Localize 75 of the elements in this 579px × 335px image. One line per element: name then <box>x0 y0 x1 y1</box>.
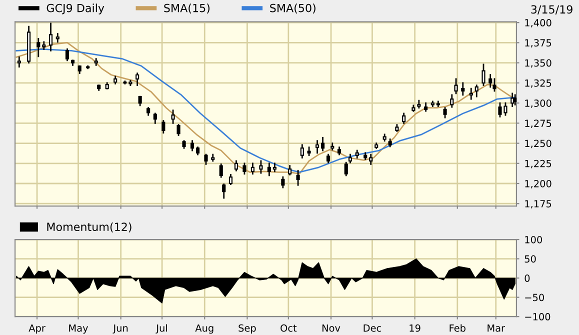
legend-label: SMA(50) <box>270 4 316 14</box>
candlestick <box>234 160 238 172</box>
y-tick-label: −100 <box>525 313 550 320</box>
candlestick <box>204 154 208 165</box>
candlestick <box>344 162 348 176</box>
y-tick-label: 1,225 <box>525 160 552 168</box>
candlestick <box>281 176 285 188</box>
x-tick-label: Dec <box>364 324 382 332</box>
candlestick <box>17 56 21 68</box>
candlestick <box>450 94 454 108</box>
candlestick <box>482 64 486 86</box>
candlestick <box>461 82 465 96</box>
candlestick <box>162 120 166 134</box>
y-tick-label: 1,300 <box>525 100 552 108</box>
x-tick-label: May <box>69 324 88 334</box>
y-tick-label: 0 <box>524 274 530 282</box>
y-tick-label: −50 <box>525 294 544 302</box>
text: 3/15/19 <box>531 5 572 14</box>
y-tick-label: 1,200 <box>525 180 552 188</box>
x-tick-label: Oct <box>280 324 297 332</box>
candlestick <box>56 33 60 43</box>
y-tick-label: 1,275 <box>525 120 552 128</box>
candlestick <box>443 107 447 118</box>
candlestick <box>228 174 233 185</box>
legend-label: SMA(15) <box>164 4 210 14</box>
legend-label: Momentum(12) <box>47 222 132 232</box>
candlestick <box>219 163 223 178</box>
candlestick <box>267 162 271 176</box>
x-tick-label: Mar <box>488 324 506 332</box>
y-tick-label: 1,325 <box>525 79 552 88</box>
x-tick-label: Apr <box>28 324 46 334</box>
x-tick-label: Sep <box>238 324 256 334</box>
candlestick <box>65 48 70 62</box>
x-tick-label: 19 <box>410 324 420 332</box>
x-tick-label: Aug <box>195 324 214 334</box>
y-tick-label: 100 <box>525 236 542 244</box>
candlestick <box>242 162 246 175</box>
candlestick <box>190 140 194 152</box>
candlestick <box>436 100 440 107</box>
y-tick-label: 1,375 <box>525 39 552 48</box>
candlestick <box>250 162 254 175</box>
candlestick <box>488 74 492 88</box>
x-tick-label: Jun <box>112 324 128 334</box>
candlestick <box>510 92 514 107</box>
candlestick <box>492 78 496 92</box>
candlestick <box>171 110 175 124</box>
candlestick <box>42 41 46 50</box>
candlestick <box>176 124 180 136</box>
candlestick <box>259 160 263 174</box>
x-tick-label: Feb <box>450 324 466 332</box>
candlestick <box>296 170 300 186</box>
candlestick <box>222 184 226 199</box>
candlestick <box>369 154 373 165</box>
candlestick <box>36 38 40 58</box>
candlestick <box>272 162 276 172</box>
candlestick <box>315 140 320 154</box>
y-tick-label: 1,400 <box>525 19 552 28</box>
y-tick-label: 1,175 <box>525 200 552 208</box>
candlestick <box>86 65 90 70</box>
candlestick <box>402 112 406 124</box>
x-tick-label: Jul <box>156 324 167 334</box>
candlestick <box>48 22 53 52</box>
candlestick <box>153 112 157 124</box>
candlestick <box>330 142 334 150</box>
x-tick-label: Nov <box>322 324 340 332</box>
legend-label: GCJ9 Daily <box>46 4 104 14</box>
candlestick <box>454 78 458 94</box>
candlestick <box>136 72 140 86</box>
candlestick <box>469 88 473 100</box>
candlestick <box>474 84 478 98</box>
y-tick-label: 1,350 <box>525 59 552 68</box>
y-tick-label: 1,250 <box>525 140 552 148</box>
candlestick <box>320 136 325 152</box>
y-tick-label: 50 <box>524 255 536 263</box>
candlestick <box>300 144 304 158</box>
